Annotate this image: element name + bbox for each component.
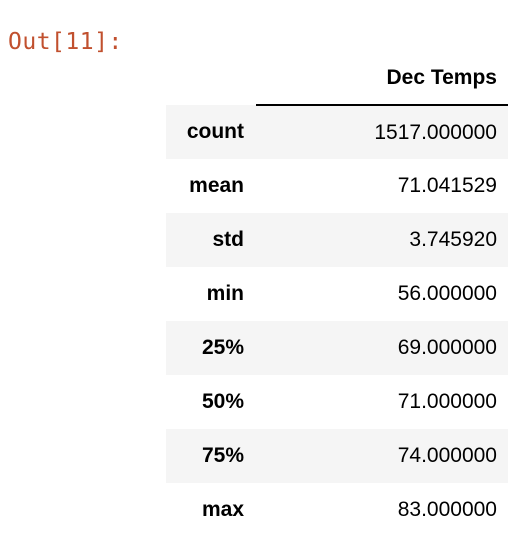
column-header-dec-temps: Dec Temps — [256, 51, 508, 106]
cell-count: 1517.000000 — [374, 120, 497, 144]
cell-mean: 71.041529 — [397, 174, 497, 197]
table-row: mean 71.041529 — [166, 159, 508, 213]
row-label-min: min — [206, 282, 244, 305]
row-label-50: 50% — [201, 390, 244, 413]
table-row: count 1517.000000 — [166, 105, 508, 159]
row-label-count: count — [186, 120, 244, 143]
cell-std: 3.745920 — [409, 228, 497, 251]
cell-max: 83.000000 — [397, 498, 497, 521]
table-row: 25% 69.000000 — [166, 321, 508, 375]
table-row: max 83.000000 — [166, 483, 508, 537]
header-row: Dec Temps — [166, 51, 508, 106]
row-label-75: 75% — [201, 444, 244, 467]
table-row: std 3.745920 — [166, 213, 508, 267]
table-row: 75% 74.000000 — [166, 429, 508, 483]
row-label-max: max — [201, 498, 244, 521]
cell-75: 74.000000 — [397, 444, 497, 467]
row-label-std: std — [212, 228, 245, 251]
cell-min: 56.000000 — [397, 282, 497, 305]
row-label-mean: mean — [189, 174, 244, 197]
cell-50: 71.000000 — [397, 390, 497, 413]
row-label-25: 25% — [201, 336, 244, 359]
cell-25: 69.000000 — [397, 336, 497, 359]
table-row: min 56.000000 — [166, 267, 508, 321]
dataframe-table: Dec Temps count 1517.000000 mean 71.0415… — [166, 51, 508, 537]
index-header — [166, 51, 256, 105]
output-prompt: Out[11]: — [8, 29, 123, 55]
table-row: 50% 71.000000 — [166, 375, 508, 429]
